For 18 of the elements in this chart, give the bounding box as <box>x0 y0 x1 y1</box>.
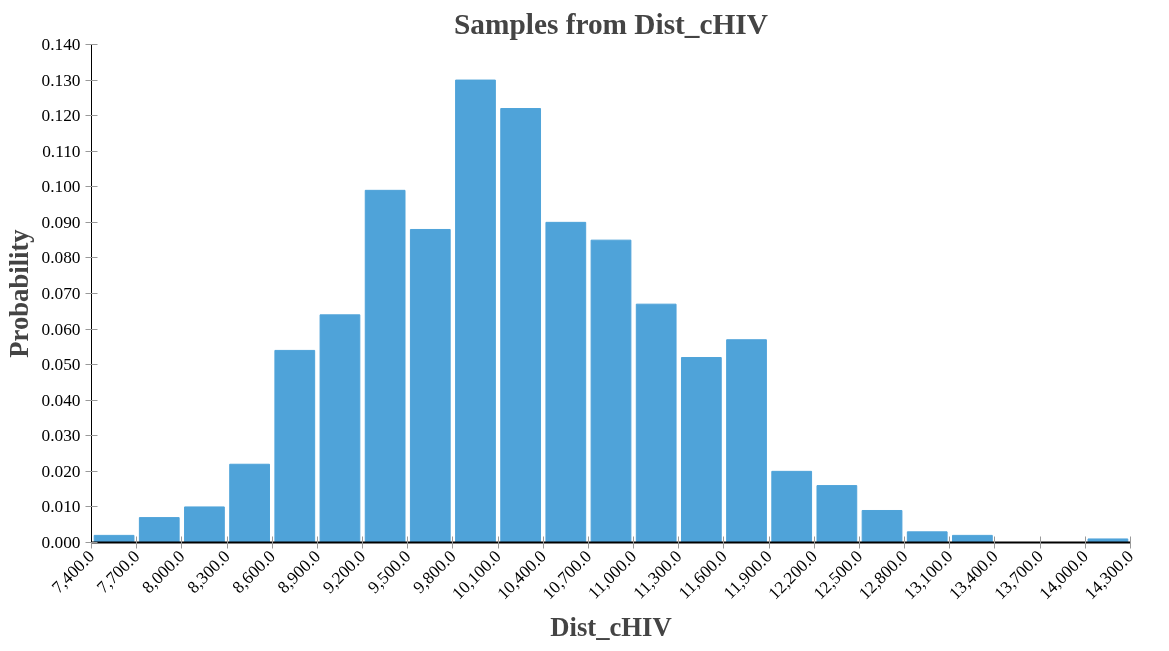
y-tick-label: 0.010 <box>41 497 81 517</box>
y-tick-label: 0.140 <box>41 35 81 54</box>
y-tick-label: 0.070 <box>41 284 81 303</box>
y-tick-label: 0.020 <box>41 461 81 481</box>
y-axis-title: Probability <box>3 228 34 358</box>
x-axis-title: Dist_cHIV <box>550 612 672 643</box>
y-tick-label: 0.030 <box>41 426 81 446</box>
y-tick-label: 0.080 <box>41 248 81 268</box>
y-tick-label: 0.100 <box>41 177 81 197</box>
y-tick-label: 0.090 <box>41 212 81 232</box>
y-tick-label: 0.060 <box>41 319 81 339</box>
y-tick-label: 0.040 <box>41 390 81 410</box>
y-tick-label: 0.000 <box>41 533 81 552</box>
y-tick-label: 0.120 <box>41 106 81 126</box>
y-tick-label: 0.130 <box>41 70 81 90</box>
y-tick-label: 0.050 <box>41 355 81 375</box>
chart-title: Samples from Dist_cHIV <box>454 7 768 40</box>
y-tick-label: 0.110 <box>42 141 81 161</box>
